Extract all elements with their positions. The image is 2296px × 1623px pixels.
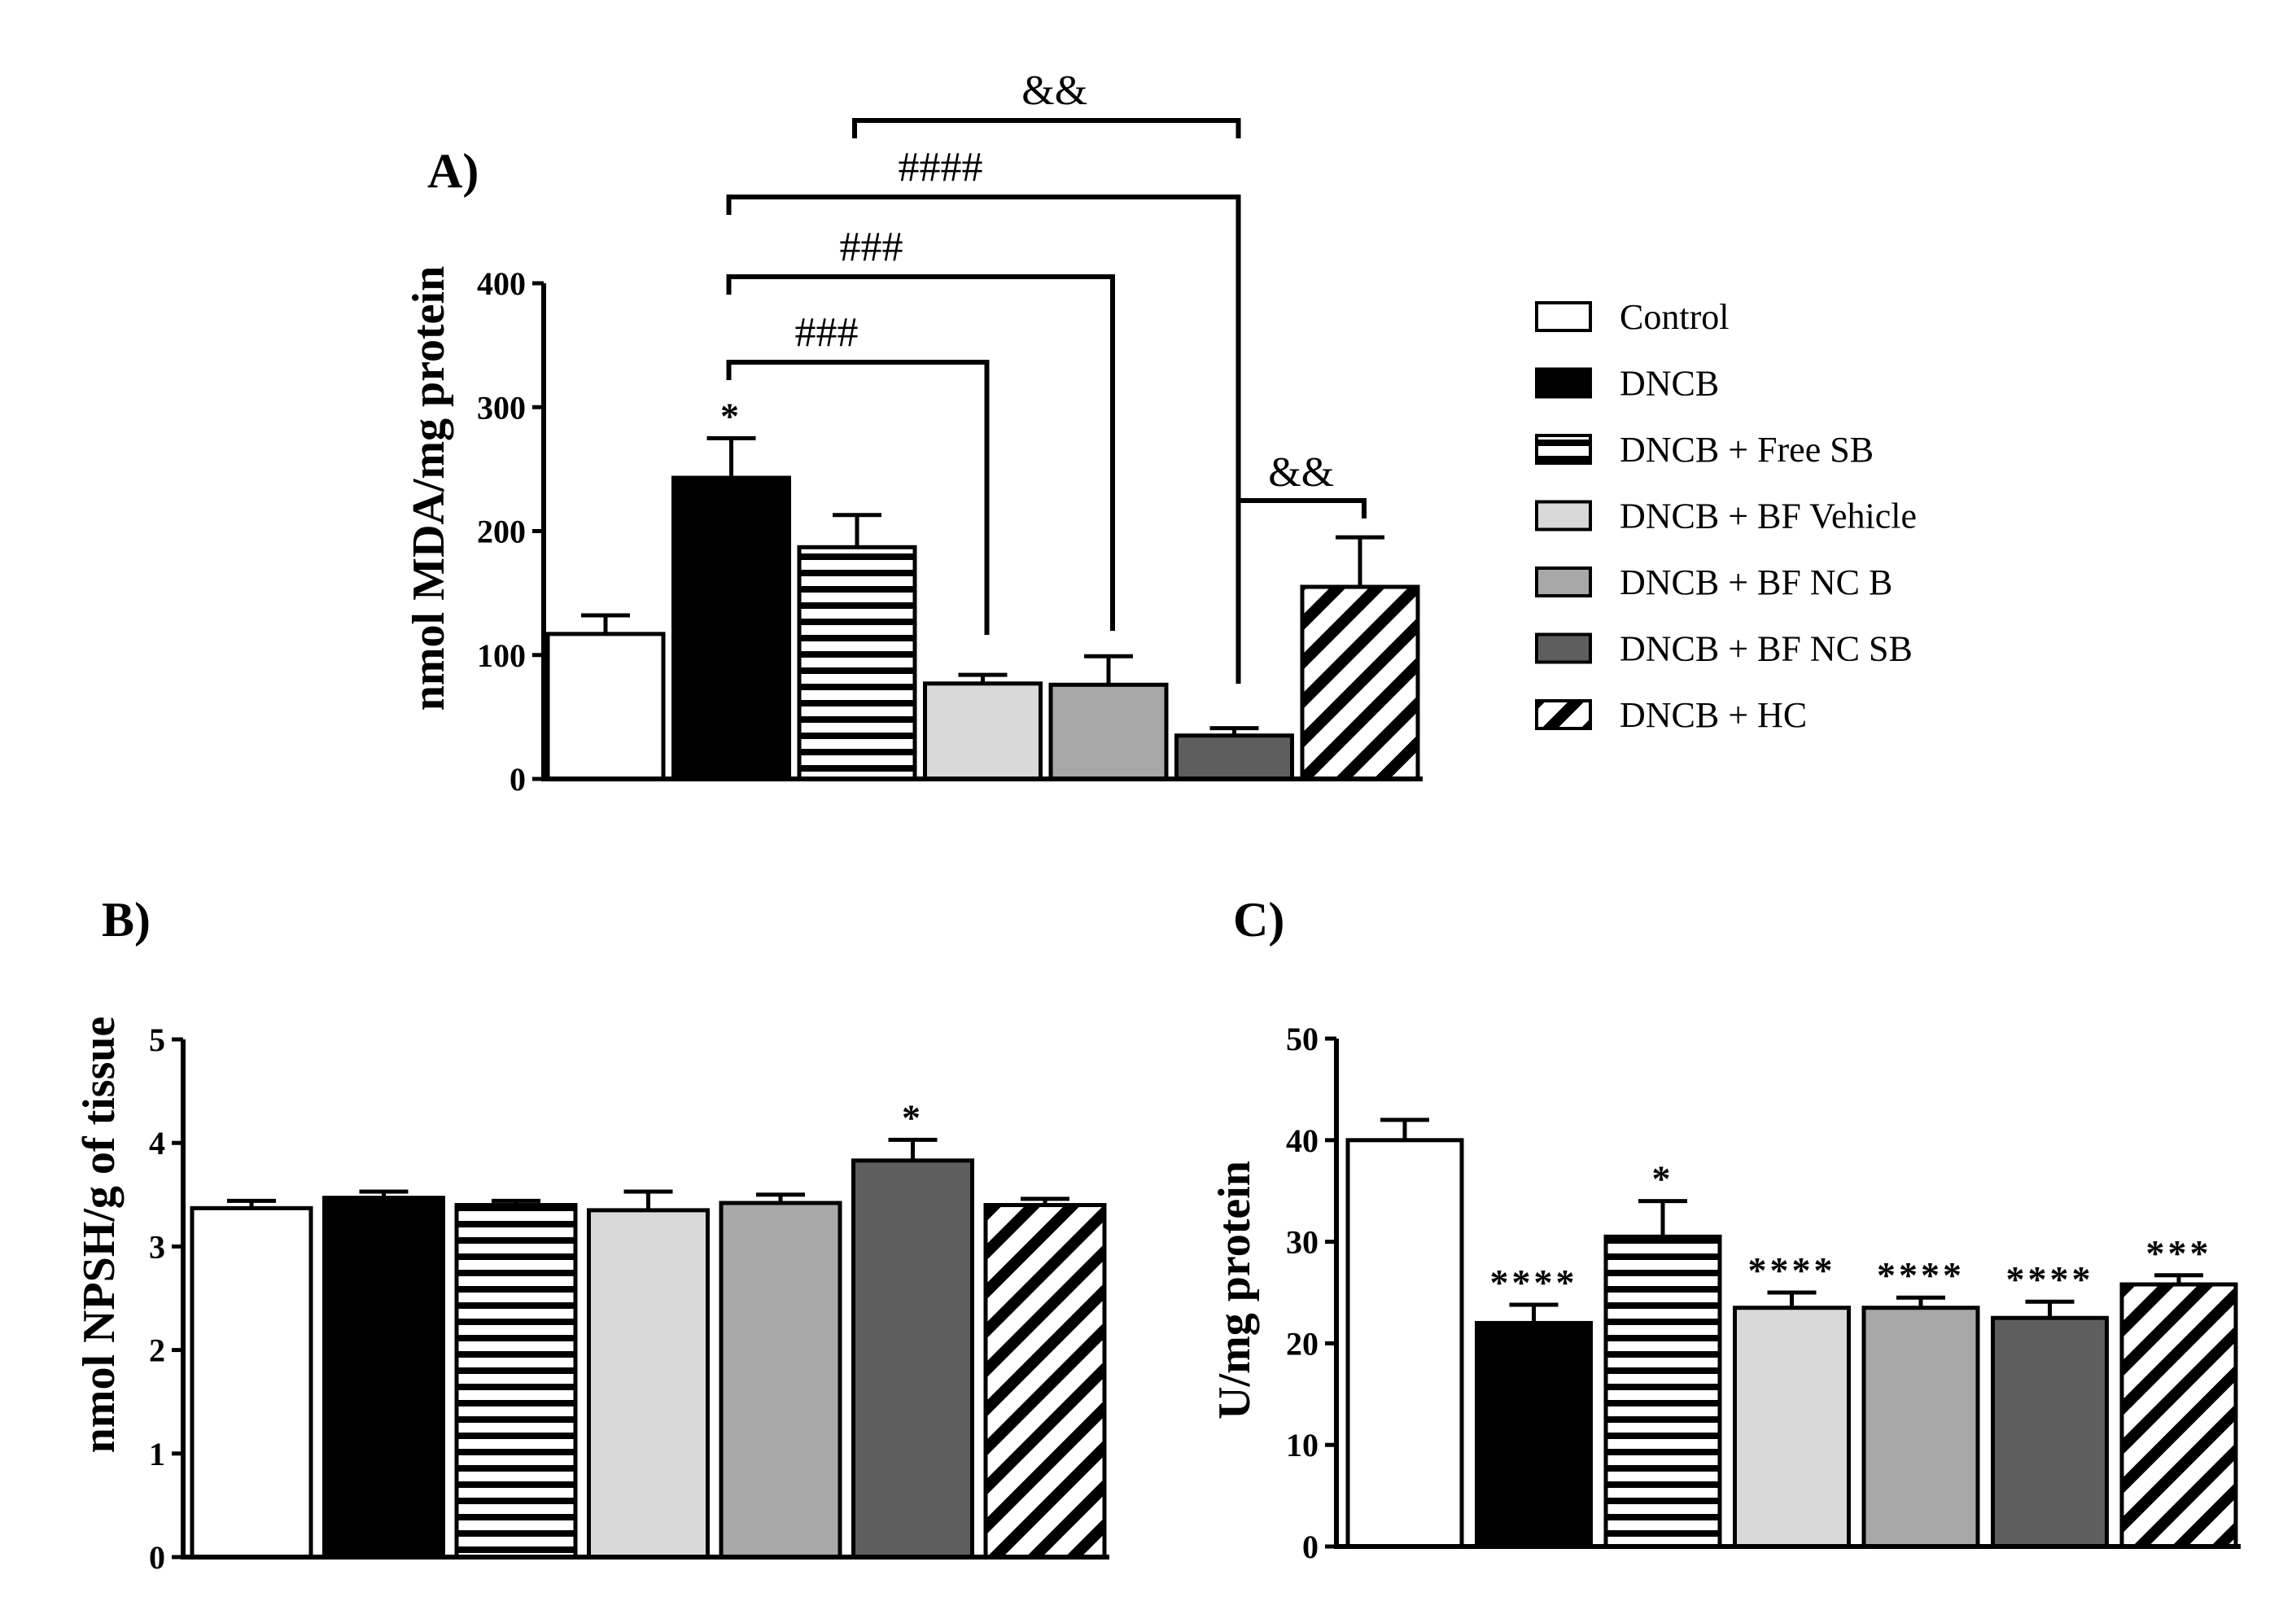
legend-label-dncb-free-sb: DNCB + Free SB: [1620, 430, 1874, 470]
panel-b-bar-dncb-bf-nc-sb: [854, 1161, 973, 1557]
panel-c-significance-dncb-hc: ***: [2146, 1232, 2212, 1274]
legend-label-dncb-hc: DNCB + HC: [1620, 695, 1807, 735]
legend-item-dncb-free-sb: DNCB + Free SB: [1537, 430, 1874, 470]
panel-a-label: A): [427, 144, 479, 198]
panel-a-y-tick-label: 300: [477, 389, 526, 426]
panel-b-bar-dncb: [325, 1198, 444, 1557]
panel-a-error-bar-dncb-bf-nc-b: [1084, 656, 1133, 685]
panel-c-bar-dncb-hc: [2122, 1284, 2236, 1546]
panel-b-y-tick-label: 0: [149, 1539, 165, 1576]
legend-label-dncb-bf-vehicle: DNCB + BF Vehicle: [1620, 497, 1917, 536]
panel-c-error-bar-dncb-free-sb: [1638, 1201, 1687, 1237]
panel-a-bar-dncb-bf-vehicle: [925, 684, 1041, 779]
panel-b: B) nmol NPSH/g of tissue * 0 1 2 3 4 5: [74, 893, 1109, 1576]
figure: A) nmol MDA/mg protein *0100200300400###…: [0, 0, 2296, 1623]
panel-c-error-bar-dncb-bf-nc-sb: [2026, 1301, 2075, 1318]
panel-a-y-tick-label: 0: [509, 761, 526, 798]
svg-text:####: ####: [899, 144, 983, 190]
legend-label-dncb-bf-nc-b: DNCB + BF NC B: [1620, 562, 1892, 602]
legend-swatch-dncb: [1537, 370, 1590, 397]
panel-a-y-tick-label: 200: [477, 514, 526, 550]
legend-label-control: Control: [1620, 297, 1729, 337]
panel-b-bar-dncb-free-sb: [457, 1205, 575, 1557]
panel-a-significance-dncb: *: [720, 395, 742, 436]
panel-c-bar-dncb-bf-nc-sb: [1993, 1318, 2107, 1546]
legend-swatch-dncb-free-sb: [1537, 435, 1590, 463]
panel-c-bar-dncb-bf-vehicle: [1735, 1308, 1849, 1546]
panel-b-significance-dncb-bf-nc-sb: *: [902, 1096, 924, 1138]
panel-a-error-bar-dncb-hc: [1336, 537, 1384, 587]
legend-item-dncb-bf-nc-b: DNCB + BF NC B: [1537, 562, 1892, 602]
legend-swatch-dncb-bf-vehicle: [1537, 502, 1590, 530]
legend-label-dncb: DNCB: [1620, 364, 1719, 404]
panel-c-error-bar-dncb: [1510, 1305, 1559, 1323]
legend-item-dncb-hc: DNCB + HC: [1537, 695, 1807, 735]
panel-c-y-tick-label: 10: [1286, 1427, 1319, 1463]
panel-b-error-bar-dncb-bf-vehicle: [624, 1192, 673, 1210]
panel-b-bar-dncb-hc: [986, 1205, 1104, 1557]
panel-a-bar-dncb-bf-nc-b: [1051, 685, 1166, 779]
panel-a-bracket-ampamp-4: &&: [855, 68, 1239, 138]
panel-c-label: C): [1233, 893, 1284, 947]
panel-b-y-tick-label: 1: [149, 1436, 165, 1472]
panel-b-label: B): [102, 893, 151, 947]
legend-label-dncb-bf-nc-sb: DNCB + BF NC SB: [1620, 629, 1913, 669]
panel-a-error-bar-dncb: [707, 438, 756, 478]
panel-c-y-axis-title: U/mg protein: [1209, 1161, 1260, 1420]
panel-a-bar-dncb-bf-nc-sb: [1177, 736, 1292, 779]
panel-b-y-tick-label: 3: [149, 1228, 165, 1265]
legend-swatch-dncb-hc: [1537, 701, 1590, 728]
panel-a-bar-dncb-free-sb: [799, 547, 915, 779]
panel-b-marks: * 0 1 2 3 4 5: [149, 1021, 1109, 1576]
legend-item-dncb-bf-nc-sb: DNCB + BF NC SB: [1537, 629, 1913, 669]
panel-c-bar-control: [1348, 1140, 1462, 1546]
panel-c-bar-dncb: [1477, 1323, 1591, 1546]
panel-c-y-tick-label: 30: [1286, 1224, 1319, 1261]
panel-c-significance-dncb-bf-nc-sb: ****: [2006, 1258, 2094, 1300]
panel-b-bar-dncb-bf-nc-b: [721, 1203, 840, 1557]
legend: Control DNCB DNCB + Free SB DNCB + BF Vehic…: [1537, 297, 1917, 735]
svg-text:###: ###: [840, 224, 903, 270]
panel-c-significance-dncb-bf-vehicle: ****: [1748, 1249, 1836, 1291]
panel-a-error-bar-dncb-free-sb: [833, 515, 881, 548]
panel-a: A) nmol MDA/mg protein * 0 100 200 300 400 ###…: [404, 68, 1423, 798]
panel-a-bar-dncb: [674, 478, 789, 779]
svg-text:&&: &&: [1021, 68, 1087, 114]
panel-c-bar-dncb-free-sb: [1606, 1236, 1720, 1546]
legend-swatch-dncb-bf-nc-b: [1537, 568, 1590, 596]
legend-item-dncb-bf-vehicle: DNCB + BF Vehicle: [1537, 497, 1917, 536]
panel-a-y-tick-label: 100: [477, 637, 526, 674]
panel-c-significance-dncb-free-sb: *: [1652, 1158, 1674, 1200]
panel-b-y-tick-label: 5: [149, 1021, 165, 1058]
panel-c-y-tick-label: 20: [1286, 1325, 1319, 1362]
legend-item-dncb: DNCB: [1537, 364, 1719, 404]
panel-c-error-bar-control: [1380, 1120, 1429, 1140]
panel-b-y-tick-label: 4: [149, 1125, 165, 1161]
panel-c-significance-dncb: ****: [1490, 1262, 1578, 1303]
panel-a-error-bar-control: [581, 615, 630, 634]
panel-a-bar-control: [548, 634, 663, 779]
panel-c-error-bar-dncb-bf-vehicle: [1768, 1293, 1817, 1308]
panel-a-y-tick-label: 400: [477, 265, 526, 302]
panel-b-y-axis-title: nmol NPSH/g of tissue: [74, 1017, 125, 1454]
svg-text:&&: &&: [1268, 449, 1334, 496]
panel-b-bar-dncb-bf-vehicle: [589, 1210, 708, 1557]
panel-c-y-tick-label: 0: [1302, 1529, 1319, 1565]
svg-text:###: ###: [795, 309, 859, 356]
legend-item-control: Control: [1537, 297, 1729, 337]
panel-c-y-tick-label: 40: [1286, 1122, 1319, 1159]
panel-c-y-tick-label: 50: [1286, 1021, 1319, 1057]
panel-b-y-tick-label: 2: [149, 1332, 165, 1369]
legend-swatch-dncb-bf-nc-sb: [1537, 635, 1590, 663]
panel-a-y-axis-title: nmol MDA/mg protein: [404, 266, 454, 711]
panel-c-significance-dncb-bf-nc-b: ****: [1877, 1254, 1965, 1296]
legend-swatch-control: [1537, 303, 1590, 330]
panel-b-bar-control: [192, 1208, 311, 1557]
panel-c: C) U/mg protein ********* **** *******0102…: [1209, 893, 2241, 1565]
panel-c-bar-dncb-bf-nc-b: [1864, 1308, 1978, 1546]
panel-b-error-bar-dncb-bf-nc-sb: [889, 1140, 938, 1160]
panel-a-bar-dncb-hc: [1302, 587, 1418, 779]
